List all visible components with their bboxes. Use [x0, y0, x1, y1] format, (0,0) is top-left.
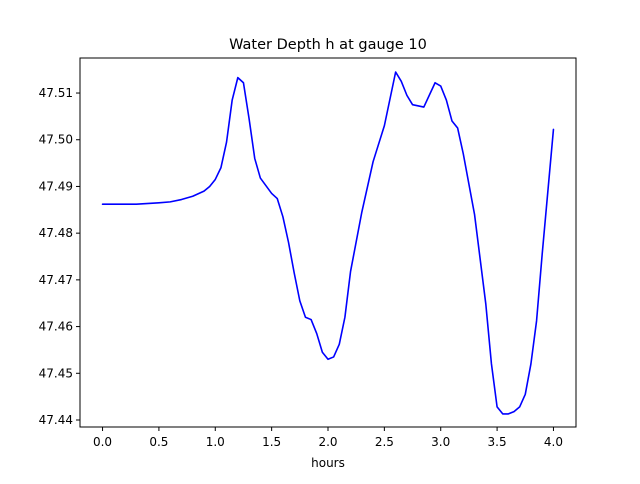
y-tick-label: 47.46 — [39, 320, 73, 334]
y-tick-label: 47.51 — [39, 86, 73, 100]
x-tick-label: 3.5 — [488, 435, 507, 449]
y-tick-label: 47.44 — [39, 413, 73, 427]
y-tick-label: 47.45 — [39, 366, 73, 380]
x-tick-label: 4.0 — [544, 435, 563, 449]
y-tick-label: 47.48 — [39, 226, 73, 240]
x-axis: 0.0 0.5 1.0 1.5 2.0 2.5 3.0 3.5 4.0 — [93, 427, 563, 449]
y-tick-label: 47.47 — [39, 273, 73, 287]
x-tick-label: 1.5 — [262, 435, 281, 449]
x-axis-label: hours — [311, 456, 345, 470]
x-tick-label: 2.0 — [318, 435, 337, 449]
x-tick-label: 0.5 — [149, 435, 168, 449]
y-tick-label: 47.49 — [39, 179, 73, 193]
x-tick-label: 2.5 — [375, 435, 394, 449]
x-tick-label: 0.0 — [93, 435, 112, 449]
y-axis: 47.44 47.45 47.46 47.47 47.48 47.49 47.50 47.51 — [39, 86, 80, 427]
x-tick-label: 1.0 — [206, 435, 225, 449]
chart-title: Water Depth h at gauge 10 — [229, 37, 427, 53]
y-tick-label: 47.50 — [39, 133, 73, 147]
series-line — [101, 71, 555, 415]
x-tick-label: 3.0 — [431, 435, 450, 449]
